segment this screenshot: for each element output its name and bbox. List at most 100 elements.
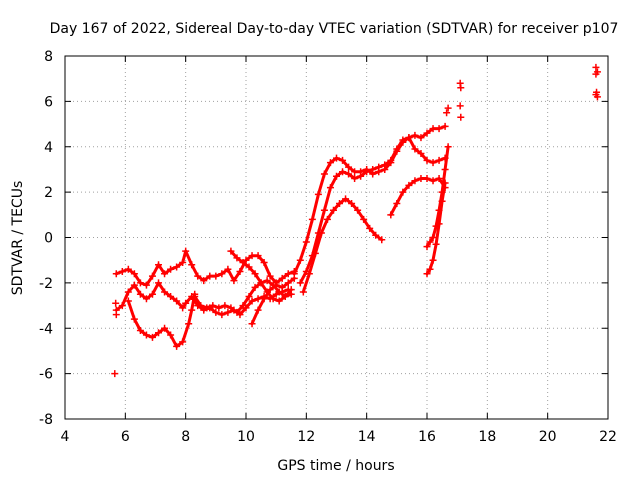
data-point [182, 247, 190, 255]
data-point [224, 265, 232, 273]
y-tick-label: -2 [39, 276, 53, 292]
x-tick-label: 22 [599, 429, 617, 445]
data-point [275, 288, 283, 296]
axis-ticks [64, 55, 609, 420]
data-point [112, 270, 120, 278]
data-point [142, 295, 150, 303]
data-point [290, 270, 298, 278]
data-point [443, 109, 451, 117]
data-point [357, 172, 365, 180]
data-point [239, 302, 247, 310]
data-point [197, 302, 205, 310]
data-point [221, 302, 229, 310]
data-point [405, 181, 413, 189]
data-point [167, 331, 175, 339]
data-point [272, 281, 280, 289]
data-point [393, 145, 401, 153]
series-line-track-9 [301, 197, 384, 294]
data-point [188, 261, 196, 269]
data-point [441, 179, 449, 187]
data-point [339, 168, 347, 176]
data-point [423, 270, 431, 278]
data-point [411, 177, 419, 185]
data-point [136, 279, 144, 287]
data-point [245, 292, 253, 300]
data-point [194, 272, 202, 280]
data-point [136, 327, 144, 335]
y-axis-label: SDTVAR / TECUs [10, 181, 26, 296]
data-point [233, 308, 241, 316]
data-point [429, 177, 437, 185]
data-point [179, 258, 187, 266]
data-point [227, 304, 235, 312]
data-point [592, 63, 600, 71]
data-point [317, 229, 325, 237]
data-point [173, 342, 181, 350]
data-point [287, 286, 295, 294]
data-point [212, 272, 220, 280]
series-isolated-points [111, 63, 601, 378]
data-point [218, 270, 226, 278]
data-point [203, 304, 211, 312]
y-tick-label: 6 [44, 94, 53, 110]
grid [65, 56, 608, 419]
data-point [444, 104, 452, 112]
data-point [185, 320, 193, 328]
data-point [266, 272, 274, 280]
chart-title: Day 167 of 2022, Sidereal Day-to-day VTE… [50, 21, 619, 37]
data-point [260, 258, 268, 266]
data-point [112, 311, 120, 319]
data-point [245, 263, 253, 271]
data-point [438, 197, 446, 205]
data-point [148, 272, 156, 280]
data-point [393, 199, 401, 207]
y-tick-label: -8 [39, 412, 53, 428]
data-point [230, 277, 238, 285]
data-point [381, 161, 389, 169]
data-point [191, 292, 199, 300]
data-point [593, 93, 601, 101]
data-point [435, 156, 443, 164]
data-point [429, 159, 437, 167]
data-point [345, 170, 353, 178]
data-point [323, 215, 331, 223]
data-point [233, 254, 241, 262]
data-point [426, 265, 434, 273]
data-point [387, 211, 395, 219]
data-point [444, 143, 452, 151]
data-point [314, 190, 322, 198]
data-point [426, 238, 434, 246]
data-point [354, 206, 362, 214]
data-point [375, 163, 383, 171]
series-line-track-10 [389, 177, 447, 217]
series-track-12 [423, 179, 449, 278]
data-point [118, 268, 126, 276]
series-line-track-3 [126, 292, 197, 348]
data-point [188, 306, 196, 314]
data-point [206, 272, 214, 280]
plot-frame [64, 55, 609, 420]
data-point [161, 324, 169, 332]
data-point [345, 163, 353, 171]
data-point [296, 279, 304, 287]
data-point [299, 288, 307, 296]
data-point [251, 283, 259, 291]
data-point [417, 150, 425, 158]
x-tick-label: 20 [539, 429, 557, 445]
data-point [179, 304, 187, 312]
data-point [130, 281, 138, 289]
y-tick-label: 8 [44, 49, 53, 65]
data-point [423, 156, 431, 164]
x-tick-label: 8 [181, 429, 190, 445]
data-point [200, 277, 208, 285]
data-point [251, 270, 259, 278]
data-point [179, 338, 187, 346]
data-point [248, 252, 256, 260]
data-point [351, 175, 359, 183]
y-tick-label: 0 [44, 231, 53, 247]
data-point [130, 315, 138, 323]
data-point [239, 258, 247, 266]
x-tick-label: 16 [418, 429, 436, 445]
data-point [411, 131, 419, 139]
series-line-track-6 [250, 276, 296, 326]
